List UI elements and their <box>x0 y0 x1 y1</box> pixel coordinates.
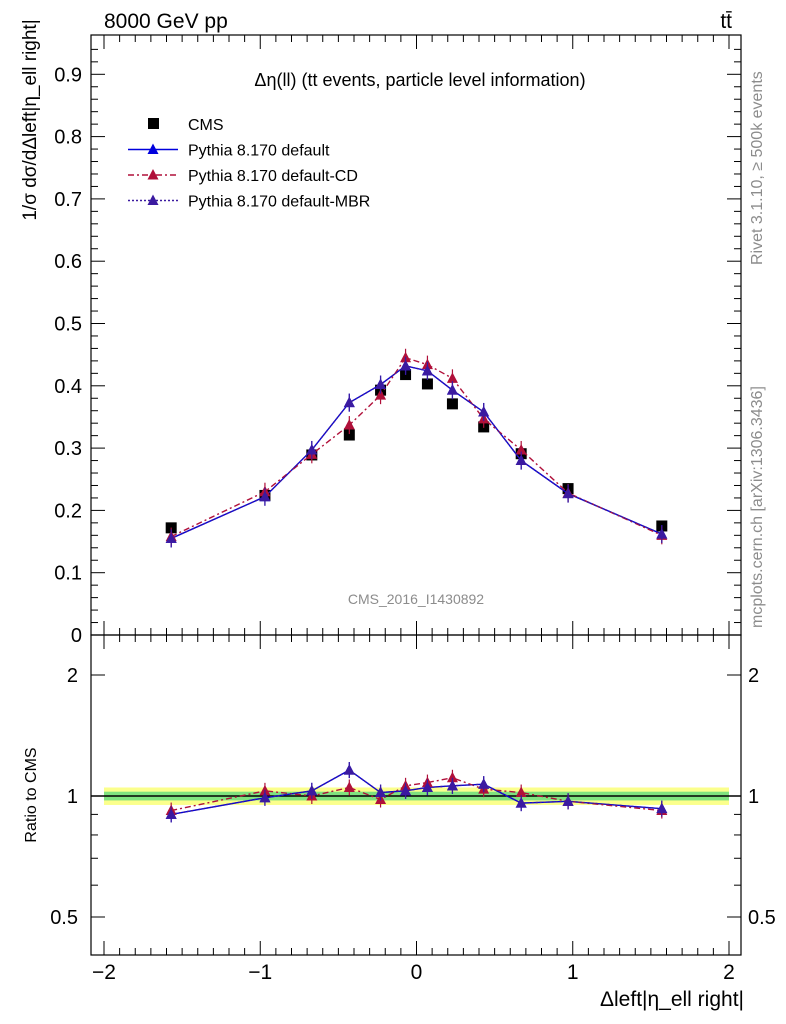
y-tick-label: 0.8 <box>54 127 82 149</box>
axis-ticks: −2 −1 0 1 2 0 0.1 0.2 0.3 0.4 0.5 0.6 0.7 0.8 0.9 0.5 0.… <box>50 35 776 984</box>
main-y-axis-label: 1/σ dσ/dΔleft|η_ell right| <box>20 19 41 220</box>
x-tick-label: 0 <box>411 961 423 984</box>
ratio-point <box>515 786 527 798</box>
mc-point <box>375 378 387 390</box>
series-1 <box>165 356 668 548</box>
ratio-point <box>421 781 433 792</box>
series-0 <box>165 369 668 534</box>
mc-point <box>656 528 668 539</box>
series-layer <box>165 348 668 823</box>
y-tick-label: 0.3 <box>54 438 82 460</box>
ratio-line <box>171 769 662 816</box>
ratio-point <box>343 764 355 775</box>
y-tick-label: 0.9 <box>54 64 82 86</box>
mc-point <box>515 443 527 455</box>
legend-marker <box>148 118 159 129</box>
legend-marker <box>147 143 159 154</box>
ratio-point <box>478 778 490 789</box>
legend-marker <box>147 194 159 205</box>
legend: CMS Pythia 8.170 default Pythia 8.170 defa… <box>128 117 370 211</box>
ratio-y-tick-label: 1 <box>67 786 78 808</box>
x-tick-label: −2 <box>92 961 116 984</box>
ratio-point <box>165 808 177 819</box>
legend-label: CMS <box>188 117 224 134</box>
ratio-point <box>400 784 412 796</box>
mc-point <box>515 454 527 466</box>
x-tick-label: 1 <box>567 961 579 984</box>
legend-label: Pythia 8.170 default-CD <box>188 168 358 185</box>
ratio-point <box>259 791 271 803</box>
y-tick-label: 0.6 <box>54 251 82 273</box>
mc-point <box>306 443 318 455</box>
series-line <box>170 365 663 540</box>
ratio-y-tick-label-right: 2 <box>748 665 759 687</box>
x-axis-label: Δleft|η_ell right| <box>600 988 744 1011</box>
legend-marker <box>147 169 159 180</box>
series-line <box>170 356 663 538</box>
plot-title: Δη(ll) (tt events, particle level inform… <box>254 70 585 90</box>
mc-point <box>446 372 458 383</box>
mc-point <box>259 490 271 502</box>
mc-point <box>562 487 574 499</box>
ratio-line <box>171 777 662 812</box>
x-tick-label: 2 <box>723 961 735 984</box>
ratio-y-axis-label: Ratio to CMS <box>23 747 40 842</box>
mc-point <box>400 359 412 371</box>
ratio-uncertainty-band <box>91 787 741 805</box>
legend-entry: Pythia 8.170 default-CD <box>128 168 358 185</box>
data-point <box>421 378 433 390</box>
ratio-point <box>446 779 458 791</box>
legend-entry: CMS <box>148 117 224 134</box>
y-tick-label: 0.5 <box>54 314 82 336</box>
y-tick-label: 0 <box>71 625 82 647</box>
process-label: tt̄ <box>720 10 732 33</box>
mc-point <box>375 389 387 400</box>
ratio-point <box>375 786 387 798</box>
data-point <box>446 398 458 410</box>
mc-point <box>343 419 355 430</box>
legend-label: Pythia 8.170 default <box>188 143 330 160</box>
ratio-series-2 <box>165 762 668 823</box>
ratio-y-tick-label: 0.5 <box>50 907 78 929</box>
ratio-point <box>562 795 574 806</box>
data-point <box>343 429 355 441</box>
ratio-y-tick-label-right: 0.5 <box>748 907 776 929</box>
ratio-point <box>515 797 527 808</box>
x-tick-label: −1 <box>248 961 272 984</box>
series-3 <box>165 356 668 548</box>
mc-point <box>446 384 458 395</box>
legend-label: Pythia 8.170 default-MBR <box>188 194 370 211</box>
mc-point <box>478 405 490 417</box>
y-tick-label: 0.4 <box>54 376 82 398</box>
series-line <box>170 365 663 540</box>
ratio-point <box>446 771 458 783</box>
ratio-point <box>306 784 318 796</box>
series-2 <box>165 348 668 546</box>
mc-point <box>421 364 433 376</box>
ratio-y-tick-label: 2 <box>67 665 78 687</box>
y-tick-label: 0.2 <box>54 500 82 522</box>
rivet-label: Rivet 3.1.10, ≥ 500k events <box>749 71 766 265</box>
mc-point <box>165 532 177 543</box>
analysis-label: CMS_2016_I1430892 <box>348 591 484 607</box>
legend-entry: Pythia 8.170 default <box>128 143 330 160</box>
legend-entry: Pythia 8.170 default-MBR <box>128 194 370 211</box>
mc-point <box>343 396 355 408</box>
ratio-y-tick-label-right: 1 <box>748 786 759 808</box>
y-tick-label: 0.7 <box>54 189 82 211</box>
y-tick-label: 0.1 <box>54 563 82 585</box>
ratio-point <box>656 802 668 814</box>
mcplots-label: mcplots.cern.ch [arXiv:1306.3436] <box>749 386 766 628</box>
energy-label: 8000 GeV pp <box>104 10 228 33</box>
ratio-point <box>343 781 355 792</box>
